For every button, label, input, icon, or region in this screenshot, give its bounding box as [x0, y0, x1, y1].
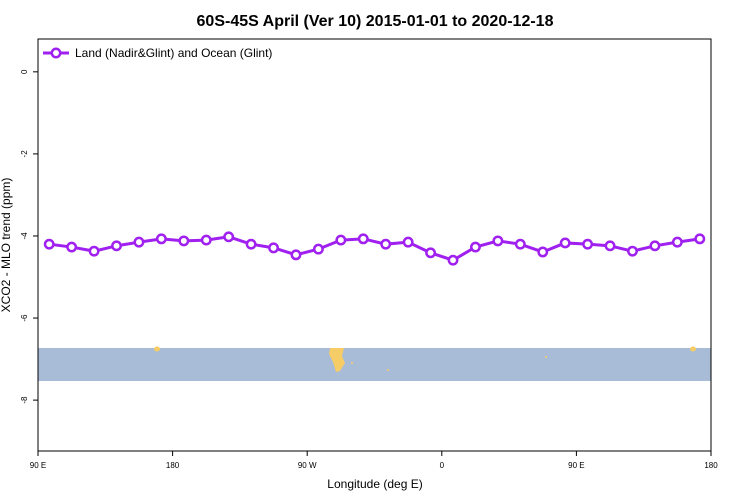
point: [133, 236, 145, 248]
point: [425, 247, 437, 259]
point: [200, 234, 212, 246]
plot-frame: [37, 38, 712, 452]
y-tick-label: -4: [20, 232, 29, 240]
point: [559, 237, 571, 249]
map-band: [38, 346, 711, 381]
x-tick-label: 180: [704, 461, 718, 470]
point: [671, 236, 683, 248]
x-tick-label: 180: [166, 461, 180, 470]
y-tick-label: 0: [20, 69, 29, 74]
point: [223, 231, 235, 243]
chart-title: 60S-45S April (Ver 10) 2015-01-01 to 202…: [197, 13, 554, 30]
legend-marker: [50, 47, 62, 59]
point: [514, 238, 526, 250]
point: [582, 238, 594, 250]
point: [312, 243, 324, 255]
legend-label: Land (Nadir&Glint) and Ocean (Glint): [75, 46, 272, 60]
land: [545, 356, 547, 358]
land: [329, 348, 345, 372]
point: [43, 238, 55, 250]
land: [154, 346, 160, 352]
point: [245, 238, 257, 250]
y-tick-label: -8: [20, 396, 29, 404]
point: [604, 240, 616, 252]
land: [351, 362, 353, 364]
x-tick-label: 90 E: [30, 461, 46, 470]
point: [155, 233, 167, 245]
x-tick-label: 90 W: [298, 461, 317, 470]
x-axis-label: Longitude (deg E): [327, 477, 422, 491]
ocean-band: [38, 348, 711, 381]
x-tick-label: 90 E: [568, 461, 584, 470]
point: [335, 234, 347, 246]
series-line: [49, 235, 701, 262]
point: [694, 233, 706, 245]
point: [178, 235, 190, 247]
point: [88, 245, 100, 257]
point: [357, 233, 369, 245]
point: [290, 249, 302, 261]
point: [111, 240, 122, 252]
land: [387, 369, 389, 371]
point: [402, 236, 414, 248]
point: [492, 235, 504, 247]
point: [470, 241, 481, 253]
point: [66, 241, 78, 253]
point: [627, 245, 638, 257]
y-tick-label: -6: [20, 314, 29, 322]
y-axis-label: XCO2 - MLO trend (ppm): [0, 178, 13, 313]
point: [268, 242, 279, 254]
land: [690, 346, 696, 352]
point: [537, 246, 549, 258]
point: [447, 254, 459, 266]
point: [380, 238, 392, 250]
y-tick-label: -2: [20, 150, 29, 158]
x-tick-label: 0: [440, 461, 445, 470]
point: [649, 240, 661, 252]
